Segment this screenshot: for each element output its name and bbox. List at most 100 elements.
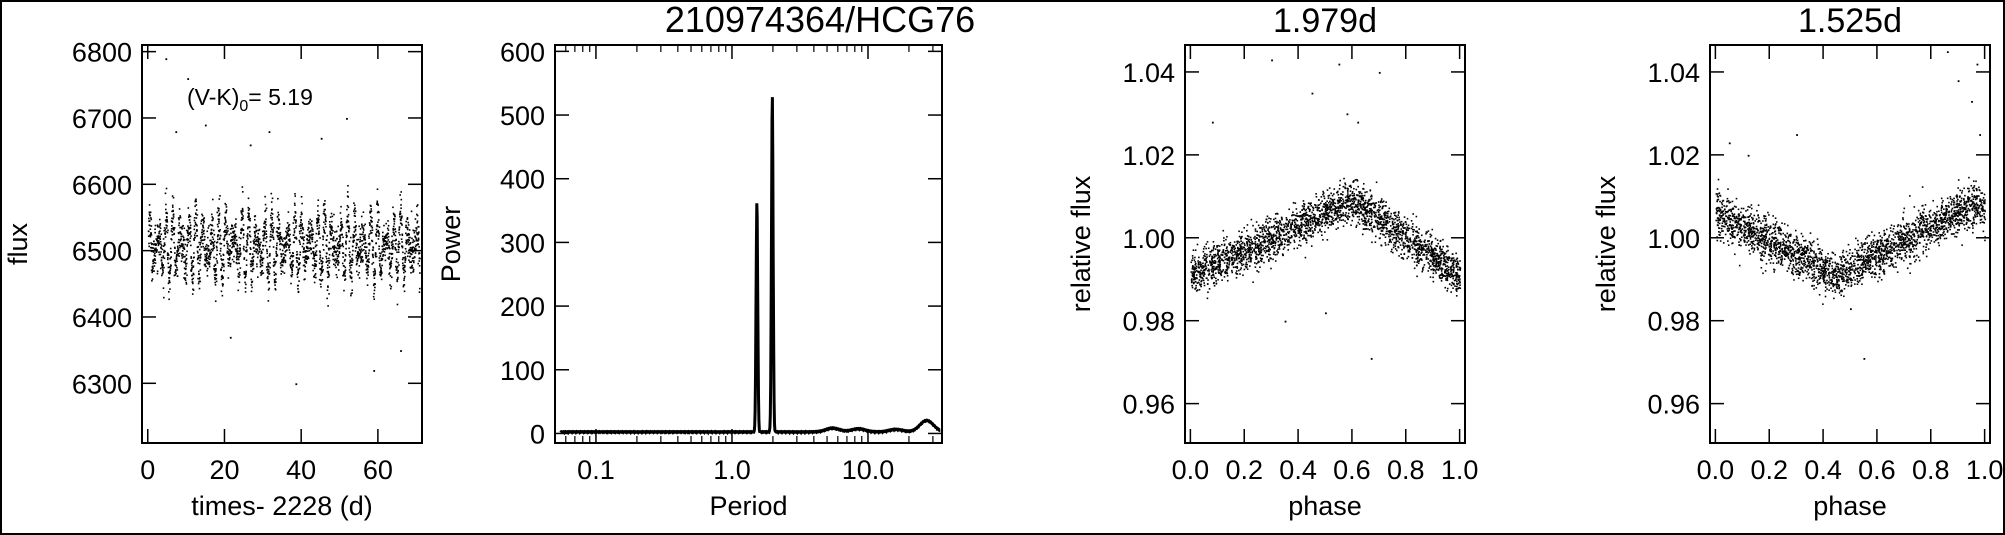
data-point — [1301, 238, 1304, 240]
data-point — [1362, 228, 1365, 230]
data-point — [1439, 274, 1442, 276]
data-point — [1454, 285, 1456, 287]
data-point — [1328, 223, 1331, 226]
data-point — [1279, 219, 1281, 222]
data-point — [274, 288, 277, 290]
data-point — [1249, 257, 1251, 259]
data-point — [214, 300, 217, 303]
data-point — [408, 229, 411, 231]
data-point — [168, 266, 171, 269]
data-point — [409, 246, 412, 249]
data-point — [372, 256, 375, 259]
data-point — [1361, 233, 1364, 236]
data-point — [206, 267, 209, 270]
data-point — [369, 230, 372, 232]
data-point — [325, 255, 327, 258]
data-point — [190, 268, 193, 271]
data-point — [393, 232, 396, 235]
data-point — [1325, 210, 1328, 212]
data-point — [417, 243, 420, 246]
data-point — [219, 237, 221, 240]
data-point — [201, 239, 204, 241]
data-point — [1384, 213, 1386, 216]
data-point — [224, 223, 226, 226]
data-point — [1385, 221, 1388, 223]
data-point — [1245, 241, 1248, 243]
data-point — [1321, 209, 1323, 212]
data-point — [1282, 254, 1284, 257]
data-point — [242, 210, 244, 213]
data-point — [194, 205, 196, 208]
data-point — [397, 261, 399, 264]
data-point — [327, 247, 330, 250]
data-point — [1197, 281, 1200, 284]
data-point — [415, 239, 418, 242]
data-point — [289, 240, 291, 242]
data-point — [1361, 208, 1363, 210]
data-point — [1331, 218, 1334, 221]
data-point — [1349, 185, 1352, 187]
data-point — [234, 243, 237, 245]
data-point — [1297, 232, 1300, 234]
data-point — [1407, 249, 1410, 252]
data-point — [151, 271, 154, 274]
data-point — [1385, 232, 1387, 235]
data-point — [1430, 249, 1433, 252]
data-point — [234, 237, 236, 239]
data-point — [1397, 224, 1400, 227]
data-point — [1202, 265, 1204, 267]
data-point — [1328, 211, 1331, 214]
data-point — [232, 245, 234, 248]
data-point — [1418, 246, 1421, 249]
data-point — [1386, 232, 1388, 235]
data-point — [291, 265, 294, 268]
data-point — [168, 291, 170, 293]
data-point — [1247, 251, 1250, 253]
data-point — [1395, 237, 1398, 240]
data-point — [417, 238, 420, 241]
data-point — [257, 232, 260, 235]
data-point — [1304, 256, 1307, 259]
data-point — [1260, 244, 1263, 246]
data-point — [238, 262, 241, 265]
data-point — [246, 241, 249, 244]
data-point — [1259, 241, 1262, 244]
data-point — [1414, 230, 1417, 233]
data-point — [398, 264, 400, 266]
data-point — [325, 261, 328, 263]
data-point — [1448, 273, 1450, 276]
data-point — [172, 226, 175, 229]
data-point — [190, 256, 192, 258]
data-point — [276, 236, 279, 238]
data-point — [338, 241, 340, 243]
data-point — [360, 215, 363, 218]
data-point — [151, 247, 153, 249]
data-point — [1432, 263, 1435, 265]
data-point — [333, 259, 336, 262]
data-point — [251, 257, 253, 259]
data-point — [1454, 260, 1457, 263]
data-point — [224, 202, 227, 205]
data-point — [1364, 199, 1367, 202]
data-point — [260, 274, 262, 276]
data-point — [1384, 205, 1386, 207]
data-point — [1439, 257, 1442, 260]
data-point — [204, 253, 206, 256]
data-point — [276, 242, 278, 245]
data-point — [221, 274, 223, 277]
data-point — [388, 256, 391, 258]
data-point — [152, 267, 154, 270]
data-point — [1257, 254, 1260, 256]
data-point — [1260, 254, 1263, 257]
data-point — [1416, 230, 1418, 233]
data-point — [253, 230, 256, 233]
data-point — [1321, 200, 1323, 202]
data-point — [322, 244, 324, 246]
data-point — [255, 230, 257, 233]
data-point — [1351, 211, 1353, 214]
data-point — [313, 254, 315, 257]
data-point — [252, 240, 255, 242]
data-point — [305, 245, 308, 248]
data-point — [274, 263, 276, 266]
data-point — [1347, 197, 1350, 200]
